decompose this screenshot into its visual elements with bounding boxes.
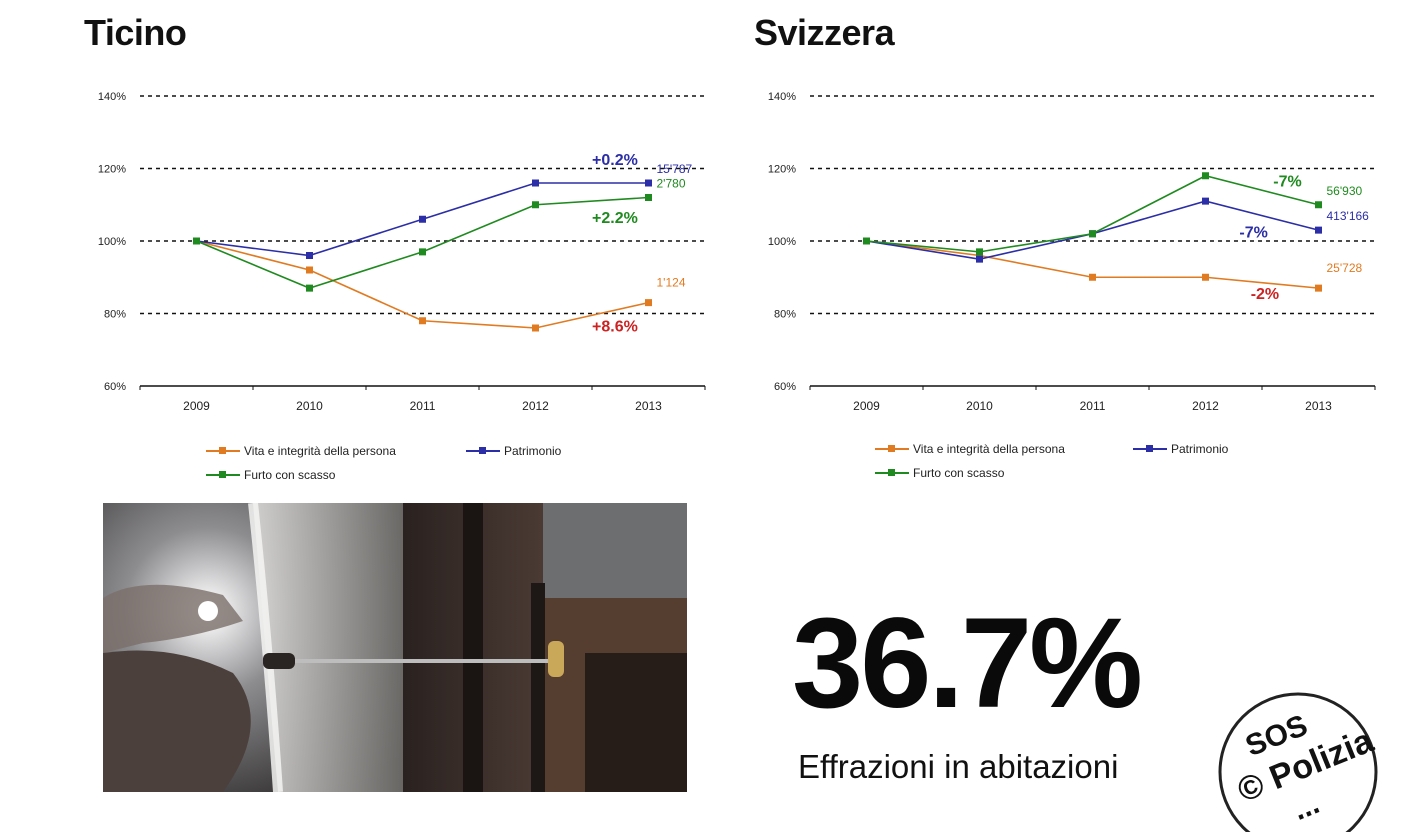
x-tick-label: 2013 xyxy=(1305,399,1332,413)
legend-swatch-furto xyxy=(206,470,240,480)
data-point xyxy=(1202,172,1209,180)
data-point xyxy=(1089,230,1096,238)
data-point xyxy=(976,248,983,256)
burglary-percentage: 36.7% xyxy=(792,592,1143,735)
data-point xyxy=(645,299,652,307)
end-value-label: 2'780 xyxy=(657,177,686,191)
y-tick-label: 100% xyxy=(98,236,126,248)
ticino-line-chart: 60% 80% 100% 120% 140% 2009 2010 2011 2012 2013 1'… xyxy=(98,91,706,413)
legend-item-vita: Vita e integrità della persona xyxy=(875,442,1065,456)
end-value-label: 413'166 xyxy=(1327,209,1370,223)
legend-label-patrimonio: Patrimonio xyxy=(504,444,562,458)
y-tick-label: 140% xyxy=(768,91,796,103)
x-tick-label: 2010 xyxy=(966,399,993,413)
change-annotation: -7% xyxy=(1239,224,1267,241)
legend-item-furto: Furto con scasso xyxy=(875,466,1004,480)
legend-item-patrimonio: Patrimonio xyxy=(1133,442,1228,456)
legend-item-patrimonio: Patrimonio xyxy=(466,444,561,458)
data-point xyxy=(645,179,652,187)
legend-swatch-vita xyxy=(206,446,240,456)
x-tick-label: 2012 xyxy=(522,399,549,413)
data-point xyxy=(306,284,313,292)
change-annotation: +0.2% xyxy=(592,152,638,169)
y-tick-label: 80% xyxy=(774,309,796,321)
end-value-label: 25'728 xyxy=(1327,261,1363,275)
data-point xyxy=(419,215,426,223)
end-value-label: 15'787 xyxy=(657,162,693,176)
chart-title-ticino: Ticino xyxy=(84,12,187,53)
x-tick-label: 2013 xyxy=(635,399,662,413)
sos-polizia-stamp: SOS © Polizia ... xyxy=(1218,692,1379,832)
change-annotation: +8.6% xyxy=(592,319,638,336)
data-point xyxy=(193,237,200,245)
legend-item-vita: Vita e integrità della persona xyxy=(206,444,396,458)
change-annotation: +2.2% xyxy=(592,210,638,227)
burglary-caption: Effrazioni in abitazioni xyxy=(798,748,1119,785)
burglary-photo xyxy=(103,503,687,792)
legend-label-vita: Vita e integrità della persona xyxy=(244,444,396,458)
legend-swatch-vita xyxy=(875,444,909,454)
y-tick-label: 60% xyxy=(774,381,796,393)
legend-label-furto: Furto con scasso xyxy=(913,466,1005,480)
data-point xyxy=(1089,273,1096,281)
data-point xyxy=(1315,226,1322,234)
end-value-label: 1'124 xyxy=(657,276,686,290)
data-point xyxy=(532,201,539,209)
data-point xyxy=(1202,273,1209,281)
x-tick-label: 2009 xyxy=(853,399,880,413)
x-tick-label: 2011 xyxy=(410,399,436,413)
legend-swatch-patrimonio xyxy=(466,446,500,456)
svizzera-line-chart: 60% 80% 100% 120% 140% 2009 2010 2011 2012 2013 25… xyxy=(768,91,1376,413)
y-tick-label: 140% xyxy=(98,91,126,103)
data-point xyxy=(1202,197,1209,205)
chart-title-svizzera: Svizzera xyxy=(754,12,895,53)
data-point xyxy=(1315,284,1322,292)
data-point xyxy=(419,317,426,325)
y-tick-label: 80% xyxy=(104,309,126,321)
y-tick-label: 120% xyxy=(98,164,126,176)
series-line xyxy=(196,196,649,289)
y-tick-label: 120% xyxy=(768,164,796,176)
legend-item-furto: Furto con scasso xyxy=(206,468,335,482)
legend-label-vita: Vita e integrità della persona xyxy=(913,442,1065,456)
data-point xyxy=(419,248,426,256)
y-tick-label: 60% xyxy=(104,381,126,393)
data-point xyxy=(1315,201,1322,209)
stamp-text-extra: ... xyxy=(1288,787,1324,827)
data-point xyxy=(306,266,313,274)
legend-label-furto: Furto con scasso xyxy=(244,468,336,482)
burglary-photo-illustration xyxy=(103,503,687,792)
change-annotation: -7% xyxy=(1273,174,1301,191)
data-point xyxy=(976,255,983,263)
x-tick-label: 2011 xyxy=(1080,399,1106,413)
change-annotation: -2% xyxy=(1251,286,1279,303)
legend-swatch-patrimonio xyxy=(1133,444,1167,454)
data-point xyxy=(976,252,983,259)
y-tick-label: 100% xyxy=(768,236,796,248)
legend-swatch-furto xyxy=(875,468,909,478)
x-tick-label: 2010 xyxy=(296,399,323,413)
data-point xyxy=(306,252,313,259)
end-value-label: 56'930 xyxy=(1327,184,1363,198)
x-tick-label: 2012 xyxy=(1192,399,1219,413)
data-point xyxy=(645,194,652,201)
legend-label-patrimonio: Patrimonio xyxy=(1171,442,1229,456)
x-tick-label: 2009 xyxy=(183,399,210,413)
data-point xyxy=(863,237,870,245)
data-point xyxy=(532,324,539,332)
data-point xyxy=(532,179,539,187)
